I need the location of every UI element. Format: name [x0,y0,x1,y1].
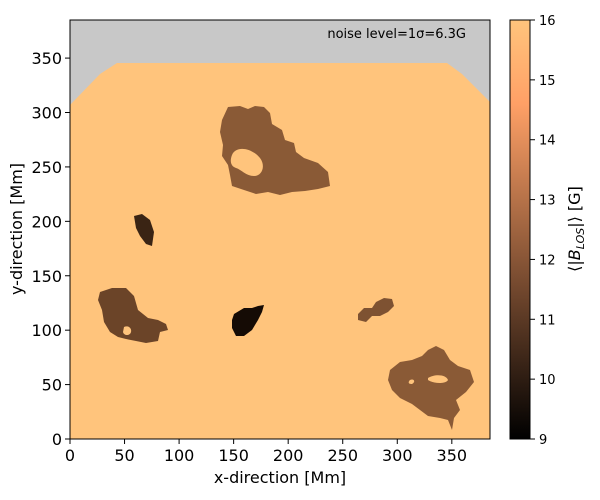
region-small-dark [134,214,154,246]
colorbar-tick-label: 15 [539,74,556,89]
colorbar-gradient [509,19,531,440]
x-axis-ticks: 0 50 100 150 200 250 300 350 [65,439,467,465]
plot-frame [69,19,491,440]
colorbar-tick-label: 12 [539,253,556,268]
y-tick-label: 250 [31,158,62,177]
colorbar-tick-label: 9 [539,433,547,448]
region-small-right [358,298,394,322]
x-tick-label: 300 [382,446,413,465]
y-axis-label: y-direction [Mm] [7,163,26,295]
y-tick-label: 0 [52,430,62,449]
x-tick-label: 350 [437,446,468,465]
colorbar: 9 10 11 12 13 14 15 16 ⟨|BLOS|⟩ [G] [509,14,587,448]
y-tick-label: 50 [42,376,62,395]
x-tick-label: 150 [218,446,249,465]
colorbar-tick-label: 14 [539,134,556,149]
y-tick-label: 300 [31,104,62,123]
y-tick-label: 200 [31,212,62,231]
y-axis-ticks: 0 50 100 150 200 250 300 350 [31,49,70,449]
region-top-center [220,106,330,195]
region-bottom-right [388,346,474,430]
x-tick-label: 0 [65,446,75,465]
x-axis-label: x-direction [Mm] [214,468,346,487]
colorbar-tick-label: 13 [539,194,556,209]
colorbar-tick-label: 11 [539,313,556,328]
colorbar-tick-label: 16 [539,14,556,29]
x-tick-label: 200 [273,446,304,465]
colorbar-tick-label: 10 [539,373,556,388]
x-tick-label: 100 [164,446,195,465]
region-left [98,288,168,343]
colorbar-ticks: 9 10 11 12 13 14 15 16 [530,14,556,448]
noise-annotation: noise level=1σ=6.3G [327,27,466,42]
x-tick-label: 250 [327,446,358,465]
y-tick-label: 350 [31,49,62,68]
y-tick-label: 100 [31,321,62,340]
x-tick-label: 50 [114,446,134,465]
y-tick-label: 150 [31,267,62,286]
colorbar-label: ⟨|BLOS|⟩ [G] [565,186,587,272]
plot-area [70,20,490,439]
observed-region [70,63,490,439]
region-center-dark [232,305,264,336]
